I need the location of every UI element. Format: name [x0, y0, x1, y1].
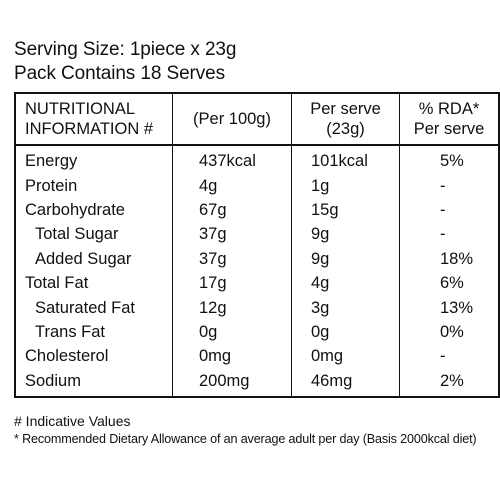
column-header-line: (Per 100g): [193, 110, 271, 128]
rda-footnote: * Recommended Dietary Allowance of an av…: [14, 431, 477, 446]
per-serve-value: 101kcal: [291, 145, 400, 174]
rda-value: 2%: [399, 368, 500, 397]
per-100g-value: 37g: [172, 222, 292, 247]
nutrient-name: Energy: [14, 145, 173, 174]
table-row: Sodium 200mg 46mg 2%: [14, 368, 500, 397]
per-serve-value: 0g: [291, 319, 400, 345]
per-100g-value: 437kcal: [172, 145, 292, 174]
nutrient-name: Protein: [14, 173, 173, 198]
per-serve-value: 9g: [291, 222, 400, 247]
rda-value: 0%: [399, 319, 500, 345]
column-header-line: (23g): [326, 120, 365, 138]
per-100g-value: 67g: [172, 197, 292, 223]
table-row: Total Sugar 37g 9g -: [14, 222, 500, 247]
table-row: Energy 437kcal 101kcal 5%: [14, 145, 500, 174]
per-100g-value: 200mg: [172, 368, 292, 397]
column-header-line: % RDA*: [418, 100, 480, 118]
column-header-per-serve: Per serve (23g): [291, 93, 400, 146]
column-header-line: NUTRITIONAL: [25, 100, 136, 118]
per-serve-value: 0mg: [291, 344, 400, 369]
per-serve-value: 15g: [291, 197, 400, 223]
per-100g-value: 12g: [172, 295, 292, 320]
column-header-rda: % RDA* Per serve: [399, 93, 500, 146]
nutrient-name: Cholesterol: [14, 344, 173, 369]
pack-contains-text: Pack Contains 18 Serves: [14, 63, 226, 84]
nutrient-name: Sodium: [14, 368, 173, 397]
column-header-line: Per serve: [413, 120, 485, 138]
per-serve-value: 1g: [291, 173, 400, 198]
per-100g-value: 4g: [172, 173, 292, 198]
table-row: Trans Fat 0g 0g 0%: [14, 319, 500, 345]
rda-value: -: [399, 197, 500, 223]
per-100g-value: 0mg: [172, 344, 292, 369]
nutrient-name: Trans Fat: [14, 319, 173, 345]
per-serve-value: 3g: [291, 295, 400, 320]
footnotes: # Indicative Values * Recommended Dietar…: [14, 412, 488, 448]
nutrient-name: Total Fat: [14, 270, 173, 296]
nutrient-name: Total Sugar: [14, 222, 173, 247]
table-header-row: NUTRITIONAL INFORMATION # (Per 100g) Per…: [14, 93, 500, 146]
table-row: Saturated Fat 12g 3g 13%: [14, 295, 500, 320]
per-serve-value: 46mg: [291, 368, 400, 397]
table-row: Protein 4g 1g -: [14, 173, 500, 198]
table-row: Carbohydrate 67g 15g -: [14, 197, 500, 223]
per-100g-value: 37g: [172, 246, 292, 271]
per-100g-value: 0g: [172, 319, 292, 345]
nutrition-table: NUTRITIONAL INFORMATION # (Per 100g) Per…: [14, 92, 500, 398]
table-row: Total Fat 17g 4g 6%: [14, 270, 500, 296]
nutrition-label: Serving Size: 1piece x 23g Pack Contains…: [14, 38, 500, 448]
rda-value: -: [399, 173, 500, 198]
rda-value: 5%: [399, 145, 500, 174]
per-serve-value: 4g: [291, 270, 400, 296]
table-row: Cholesterol 0mg 0mg -: [14, 344, 500, 369]
nutrient-name: Carbohydrate: [14, 197, 173, 223]
column-header-per-100g: (Per 100g): [172, 93, 292, 146]
rda-value: -: [399, 222, 500, 247]
nutrient-name: Added Sugar: [14, 246, 173, 271]
rda-value: 18%: [399, 246, 500, 271]
serving-size-text: Serving Size: 1piece x 23g: [14, 39, 237, 60]
table-row: Added Sugar 37g 9g 18%: [14, 246, 500, 271]
column-header-line: INFORMATION #: [25, 120, 154, 138]
per-100g-value: 17g: [172, 270, 292, 296]
column-header-nutrient: NUTRITIONAL INFORMATION #: [14, 93, 173, 146]
column-header-line: Per serve: [310, 100, 381, 118]
indicative-values-note: # Indicative Values: [14, 412, 131, 429]
rda-value: 6%: [399, 270, 500, 296]
rda-value: -: [399, 344, 500, 369]
nutrient-name: Saturated Fat: [14, 295, 173, 320]
per-serve-value: 9g: [291, 246, 400, 271]
rda-value: 13%: [399, 295, 500, 320]
